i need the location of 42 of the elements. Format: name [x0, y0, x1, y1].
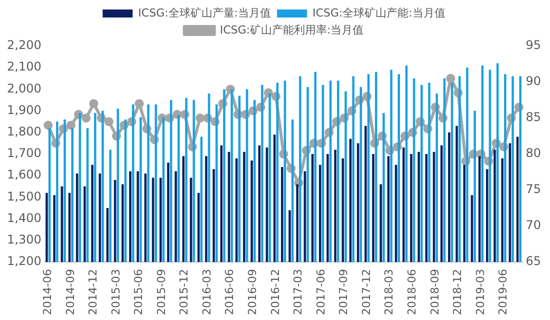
y2-tick-label: 80 — [526, 146, 542, 160]
x-tick-label: 2017-06 — [314, 269, 328, 316]
x-tick-label: 2016-06 — [223, 269, 236, 316]
x-tick-label: 2017-12 — [360, 269, 373, 316]
y2-tick-label: 65 — [526, 254, 542, 268]
y-tick-label: 1,900 — [6, 102, 42, 117]
x-tick-label: 2019-03 — [474, 269, 487, 316]
x-tick-label: 2014-09 — [64, 269, 77, 316]
x-tick-label: 2015-09 — [154, 269, 168, 316]
x-tick-label: 2019-06 — [496, 269, 510, 316]
y2-tick-label: 90 — [526, 74, 542, 88]
x-tick-label: 2014-06 — [41, 269, 54, 316]
y2-tick-label: 70 — [526, 218, 542, 232]
y-tick-label: 1,800 — [6, 124, 42, 139]
x-tick-label: 2015-12 — [178, 269, 191, 316]
y-tick-label: 2,000 — [6, 81, 42, 96]
y2-tick-label: 95 — [526, 38, 542, 52]
x-tick-label: 2018-03 — [382, 269, 396, 316]
x-tick-label: 2015-06 — [132, 269, 146, 316]
legend-label: ICSG:矿山产能利用率:当月值 — [220, 23, 364, 36]
y-tick-label: 1,400 — [6, 210, 42, 225]
x-tick-label: 2017-03 — [292, 269, 305, 316]
y-tick-label: 2,200 — [6, 38, 42, 52]
y-tick-label: 1,500 — [6, 189, 42, 204]
x-tick-label: 2018-09 — [428, 269, 442, 316]
y-tick-label: 1,700 — [6, 146, 42, 160]
x-tick-label: 2014-12 — [86, 269, 100, 316]
y-tick-label: 1,300 — [6, 232, 42, 247]
legend-label: ICSG:全球矿山产能:当月值 — [312, 6, 446, 20]
x-tick-label: 2016-03 — [200, 269, 214, 316]
x-tick-label: 2016-09 — [246, 269, 260, 316]
legend-label: ICSG:全球矿山产量:当月值 — [138, 6, 271, 20]
y-tick-label: 1,200 — [6, 254, 42, 268]
x-tick-label: 2017-09 — [337, 269, 350, 316]
x-tick-label: 2018-12 — [451, 269, 464, 316]
x-tick-label: 2016-12 — [268, 269, 282, 316]
y-tick-label: 1,600 — [6, 168, 42, 182]
y-tick-label: 2,100 — [6, 60, 42, 74]
y2-tick-label: 85 — [526, 110, 542, 124]
x-tick-label: 2018-06 — [405, 269, 418, 316]
x-tick-label: 2015-03 — [109, 269, 122, 316]
y2-tick-label: 75 — [526, 182, 542, 196]
